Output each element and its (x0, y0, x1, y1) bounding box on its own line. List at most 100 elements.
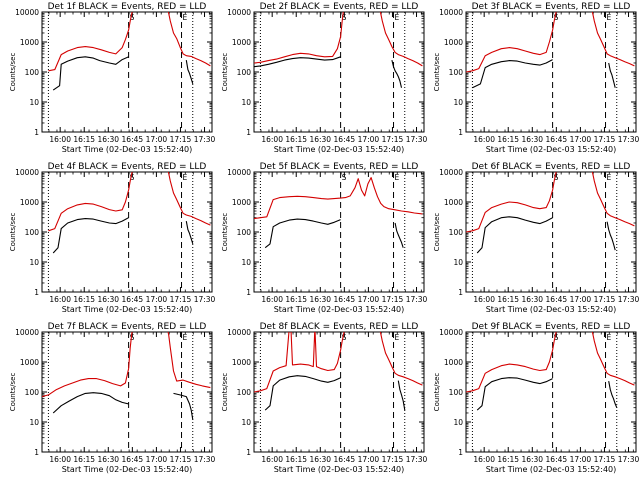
lld-series-line (254, 177, 423, 220)
y-tick-label: 10000 (227, 328, 251, 337)
y-tick-label: 1000 (20, 358, 39, 367)
plot-frame (41, 331, 213, 453)
start-marker-label: S (554, 13, 559, 22)
start-marker-label: S (342, 173, 347, 182)
panel-title: Det 2f BLACK = Events, RED = LLD (260, 2, 419, 12)
plot-frame (253, 331, 425, 453)
events-series-line (391, 59, 403, 88)
x-axis-label: Start Time (02-Dec-03 15:52:40) (62, 145, 193, 154)
end-marker-label: E (395, 333, 400, 342)
series-group (466, 172, 635, 254)
y-tick-label: 10000 (439, 168, 463, 177)
y-tick-label: 10000 (227, 8, 251, 17)
lld-series-line (254, 332, 345, 393)
x-tick-label: 16:45 (122, 295, 144, 304)
events-series-line (608, 62, 616, 88)
x-tick-label: 16:30 (309, 135, 331, 144)
x-axis-label: Start Time (02-Dec-03 15:52:40) (274, 145, 405, 154)
y-tick-label: 100 (449, 68, 464, 77)
x-tick-label: 16:15 (285, 295, 307, 304)
y-tick-label: 10000 (439, 8, 463, 17)
events-series-line (185, 220, 194, 245)
series-group (254, 332, 423, 411)
x-tick-label: 16:45 (122, 135, 144, 144)
y-tick-label: 1 (246, 128, 251, 137)
x-tick-label: 17:00 (570, 135, 592, 144)
x-tick-label: 16:30 (309, 455, 331, 464)
x-tick-label: 16:15 (73, 135, 95, 144)
events-series-line (476, 377, 553, 411)
y-tick-label: 1 (34, 128, 39, 137)
x-tick-label: 17:30 (618, 455, 640, 464)
lld-series-line (591, 172, 635, 227)
x-tick-label: 17:00 (146, 295, 168, 304)
x-tick-label: 17:15 (170, 135, 192, 144)
lld-series-line (48, 172, 133, 232)
x-tick-label: 16:15 (73, 455, 95, 464)
panel-title: Det 1f BLACK = Events, RED = LLD (48, 2, 207, 12)
y-tick-label: 100 (237, 228, 252, 237)
y-tick-label: 1000 (20, 198, 39, 207)
x-tick-label: 17:00 (358, 295, 380, 304)
x-tick-label: 17:15 (594, 455, 616, 464)
x-tick-label: 16:00 (49, 455, 71, 464)
y-tick-label: 10 (453, 98, 463, 107)
x-axis-label: Start Time (02-Dec-03 15:52:40) (274, 305, 405, 314)
lld-series-line (167, 12, 211, 67)
events-series-line (397, 380, 406, 411)
y-tick-label: 10 (241, 98, 251, 107)
y-tick-label: 1000 (444, 358, 463, 367)
x-tick-label: 17:00 (358, 455, 380, 464)
x-tick-label: 17:00 (570, 455, 592, 464)
y-tick-label: 10 (29, 418, 39, 427)
series-group (48, 172, 211, 254)
end-marker-label: E (183, 333, 188, 342)
panel-title: Det 4f BLACK = Events, RED = LLD (48, 162, 207, 172)
y-tick-label: 10 (241, 258, 251, 267)
y-tick-label: 10 (241, 418, 251, 427)
y-tick-label: 1 (458, 128, 463, 137)
plot-frame (465, 171, 637, 293)
events-series-line (52, 56, 129, 91)
lld-series-line (466, 172, 557, 233)
x-axis-label: Start Time (02-Dec-03 15:52:40) (486, 305, 617, 314)
y-tick-label: 1 (458, 288, 463, 297)
y-tick-label: 1 (458, 448, 463, 457)
plot-frame (41, 171, 213, 293)
y-axis-label: Counts/sec (221, 213, 229, 252)
lld-series-line (591, 12, 635, 67)
y-axis-label: Counts/sec (433, 373, 441, 412)
events-series-line (394, 222, 404, 248)
plot-frame (253, 11, 425, 133)
x-tick-label: 16:45 (546, 295, 568, 304)
y-axis-label: Counts/sec (433, 53, 441, 92)
y-tick-label: 1 (246, 448, 251, 457)
x-tick-label: 16:45 (122, 455, 144, 464)
x-tick-label: 17:15 (170, 295, 192, 304)
end-marker-label: E (607, 333, 612, 342)
y-tick-label: 1000 (232, 38, 251, 47)
x-tick-label: 16:00 (473, 295, 495, 304)
events-series-line (185, 60, 194, 85)
panel-title: Det 9f BLACK = Events, RED = LLD (472, 322, 631, 332)
events-series-line (254, 56, 341, 68)
x-tick-label: 16:15 (497, 295, 519, 304)
y-tick-label: 1000 (444, 38, 463, 47)
x-tick-label: 16:00 (261, 295, 283, 304)
x-axis-label: Start Time (02-Dec-03 15:52:40) (62, 305, 193, 314)
series-group (466, 12, 635, 89)
series-group (42, 332, 211, 420)
lld-series-line (379, 12, 423, 67)
end-marker-label: E (607, 13, 612, 22)
y-tick-label: 10 (453, 258, 463, 267)
y-tick-label: 10 (453, 418, 463, 427)
series-group (48, 12, 211, 91)
y-axis-label: Counts/sec (221, 373, 229, 412)
start-marker-label: S (554, 173, 559, 182)
x-axis-label: Start Time (02-Dec-03 15:52:40) (274, 465, 405, 474)
y-tick-label: 100 (237, 388, 252, 397)
x-tick-label: 16:30 (97, 135, 119, 144)
det-panel: Det 3f BLACK = Events, RED = LLD 1 10 100 10… (433, 2, 640, 154)
det-panel: Det 6f BLACK = Events, RED = LLD 1 10 100 10… (433, 162, 640, 314)
y-axis-label: Counts/sec (433, 213, 441, 252)
